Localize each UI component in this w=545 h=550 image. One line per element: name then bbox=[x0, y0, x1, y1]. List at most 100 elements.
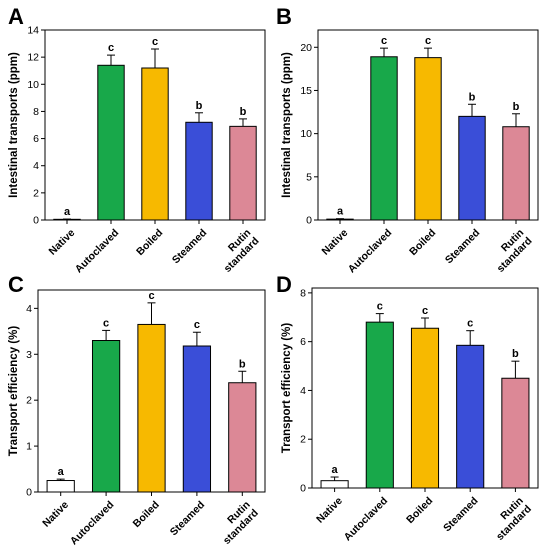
y-axis-label: Transport efficiency (%) bbox=[8, 326, 20, 457]
significance-label: a bbox=[337, 206, 344, 218]
category-label-line: Steamed bbox=[170, 227, 209, 266]
bar bbox=[137, 323, 166, 493]
y-tick-label: 14 bbox=[27, 25, 39, 37]
category-label-line: Native bbox=[47, 227, 78, 258]
bar bbox=[501, 377, 530, 489]
significance-label: b bbox=[240, 106, 247, 118]
y-tick-label: 15 bbox=[300, 85, 312, 97]
panel-letter: D bbox=[276, 272, 292, 297]
category-label-line: Native bbox=[320, 227, 351, 258]
significance-label: c bbox=[467, 318, 473, 330]
panel-c: C Transport efficiency (%) 0 1 2 3 4 a Native c Au… bbox=[8, 272, 266, 548]
category-label-line: Steamed bbox=[443, 227, 482, 266]
significance-label: c bbox=[148, 290, 154, 302]
significance-label: c bbox=[422, 305, 428, 317]
bar bbox=[320, 480, 349, 489]
y-tick-label: 0 bbox=[26, 487, 32, 499]
category-label: Autoclaved bbox=[73, 227, 122, 276]
y-tick-label: 6 bbox=[300, 336, 306, 348]
category-label-line: Native bbox=[40, 499, 71, 530]
y-tick-label: 5 bbox=[306, 171, 312, 183]
bar bbox=[414, 57, 442, 221]
significance-label: c bbox=[152, 36, 158, 48]
y-tick-label: 2 bbox=[33, 187, 39, 199]
panel-b: B Intestinal transports (ppm) 0 5 10 15 20 a Nat… bbox=[276, 4, 539, 276]
y-tick-label: 4 bbox=[33, 160, 39, 172]
category-label: Rutinstandard bbox=[213, 499, 261, 547]
significance-label: b bbox=[239, 358, 246, 370]
category-label-line: Autoclaved bbox=[68, 499, 117, 548]
y-axis-label: Intestinal transports (ppm) bbox=[281, 52, 293, 198]
y-axis-label: Transport efficiency (%) bbox=[281, 323, 293, 454]
category-label: Boiled bbox=[404, 495, 435, 526]
category-label: Steamed bbox=[441, 495, 480, 534]
y-tick-label: 2 bbox=[300, 434, 306, 446]
significance-label: b bbox=[512, 348, 519, 360]
y-tick-label: 10 bbox=[27, 79, 39, 91]
significance-label: a bbox=[58, 466, 65, 478]
y-tick-label: 10 bbox=[300, 128, 312, 140]
category-label-line: Boiled bbox=[404, 495, 435, 526]
panel-letter: A bbox=[8, 4, 24, 29]
bar bbox=[410, 327, 440, 489]
significance-label: b bbox=[513, 101, 520, 113]
panel-letter: C bbox=[8, 272, 24, 297]
category-label: Rutinstandard bbox=[213, 227, 261, 275]
category-label: Autoclaved bbox=[346, 227, 395, 276]
category-label-line: Autoclaved bbox=[73, 227, 122, 276]
bar bbox=[326, 218, 354, 221]
significance-label: a bbox=[64, 206, 71, 218]
category-label-line: Steamed bbox=[168, 499, 207, 538]
y-tick-label: 0 bbox=[33, 215, 39, 227]
category-label: Native bbox=[47, 227, 78, 258]
significance-label: c bbox=[381, 35, 387, 47]
y-tick-label: 4 bbox=[26, 303, 32, 315]
bar bbox=[141, 67, 169, 221]
category-label: Autoclaved bbox=[342, 495, 391, 544]
y-axis-label: Intestinal transports (ppm) bbox=[8, 52, 20, 198]
category-label: Steamed bbox=[168, 499, 207, 538]
category-label: Boiled bbox=[407, 227, 438, 258]
category-label-line: Boiled bbox=[134, 227, 165, 258]
category-label-line: Steamed bbox=[441, 495, 480, 534]
bar bbox=[229, 125, 257, 221]
category-label: Boiled bbox=[131, 499, 162, 530]
significance-label: b bbox=[196, 100, 203, 112]
significance-label: c bbox=[103, 317, 109, 329]
significance-label: c bbox=[108, 42, 114, 54]
y-tick-label: 6 bbox=[33, 133, 39, 145]
bar bbox=[502, 126, 530, 221]
category-label: Native bbox=[320, 227, 351, 258]
category-label: Rutinstandard bbox=[486, 495, 534, 543]
y-tick-label: 3 bbox=[26, 349, 32, 361]
bar bbox=[182, 345, 212, 493]
category-label: Steamed bbox=[443, 227, 482, 266]
bar bbox=[97, 64, 125, 221]
bar bbox=[458, 115, 486, 221]
y-tick-label: 12 bbox=[27, 52, 39, 64]
y-tick-label: 8 bbox=[300, 287, 306, 299]
category-label: Boiled bbox=[134, 227, 165, 258]
y-tick-label: 0 bbox=[300, 483, 306, 495]
y-tick-label: 4 bbox=[300, 385, 306, 397]
category-label-line: Boiled bbox=[131, 499, 162, 530]
category-label: Native bbox=[40, 499, 71, 530]
category-label: Steamed bbox=[170, 227, 209, 266]
panel-a: A Intestinal transports (ppm) 0 2 4 6 8 10 12 14 a… bbox=[8, 4, 266, 276]
bar bbox=[228, 382, 257, 493]
category-label-line: Autoclaved bbox=[342, 495, 391, 544]
category-label: Autoclaved bbox=[68, 499, 117, 548]
panel-d: D Transport efficiency (%) 0 2 4 6 8 a Native c Au… bbox=[276, 272, 539, 544]
category-label: Rutinstandard bbox=[486, 227, 534, 275]
significance-label: c bbox=[194, 319, 200, 331]
bar bbox=[365, 321, 394, 489]
significance-label: c bbox=[425, 35, 431, 47]
y-tick-label: 0 bbox=[306, 215, 312, 227]
significance-label: a bbox=[332, 464, 339, 476]
bar bbox=[456, 344, 485, 489]
bar bbox=[46, 480, 75, 493]
category-label: Native bbox=[314, 495, 345, 526]
bar bbox=[370, 56, 398, 221]
y-tick-label: 8 bbox=[33, 106, 39, 118]
